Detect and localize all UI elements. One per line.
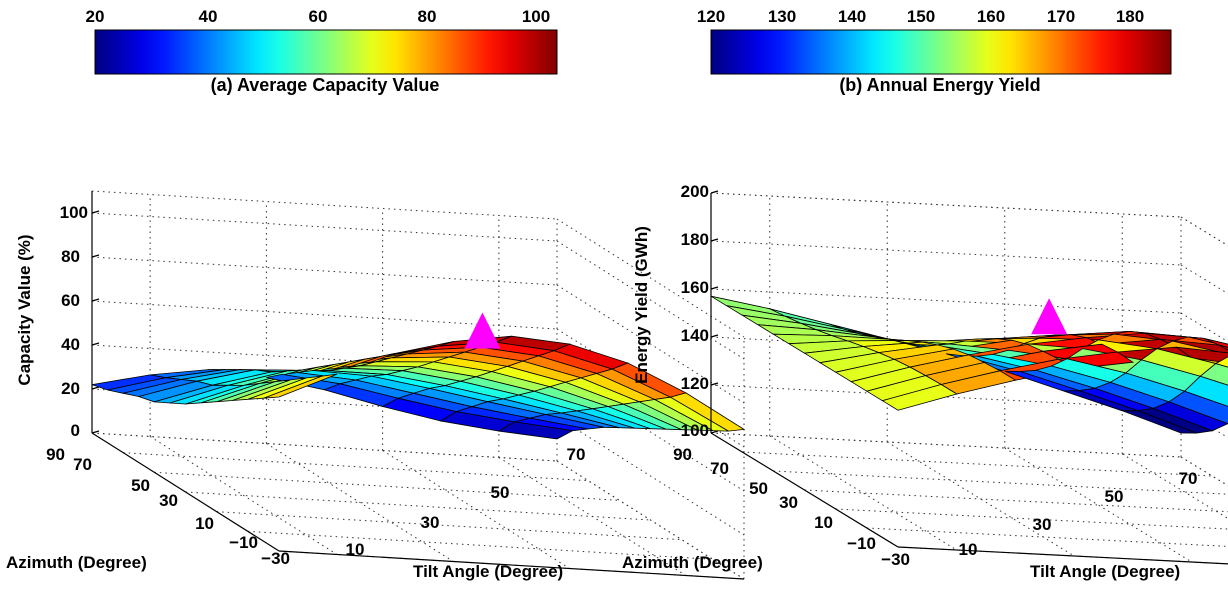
y-tick-b-m10: −10 [847,534,876,553]
z-tick-a-40: 40 [61,335,80,354]
x-tick-b-50: 50 [1105,487,1124,506]
x-tick-b-30: 30 [1033,515,1052,534]
z-axis-label-a: Capacity Value (%) [15,234,34,385]
left-grid-z-0 [92,433,557,461]
z-tick-mark-4 [92,255,99,257]
max-marker-b [1031,298,1067,334]
z-tick-b-160: 160 [681,278,709,297]
z-tick-a-0: 0 [71,421,80,440]
y-tick-a-30: 30 [159,491,178,510]
x-axis-label-b: Tilt Angle (Degree) [1030,562,1180,581]
left-grid-z-4 [711,241,1181,265]
panel-b: 120 130 140 150 160 170 180 (b) Annual E… [622,7,1228,581]
colorbar-a-tick-5: 100 [522,7,550,26]
z-tick-mark-1 [711,383,718,385]
chart-a-title: (a) Average Capacity Value [211,75,440,95]
y-tick-b-70: 70 [710,459,729,478]
x-tick-a-50: 50 [491,483,510,502]
z-tick-mark-3 [711,287,718,289]
axis-top-left-edge [711,193,1181,217]
y-tick-a-10: 10 [195,514,214,533]
floor-grid-az-2 [154,472,619,500]
z-tick-a-100: 100 [60,203,88,222]
z-tick-mark-4 [711,239,718,241]
colorbar-b-tick-6: 170 [1047,7,1075,26]
y-tick-a-50: 50 [131,476,150,495]
colorbar-a-tick-3: 60 [309,7,328,26]
floor-grid-az-3 [805,490,1228,514]
y-tick-a-90: 90 [46,445,65,464]
floor-grid-az-2 [773,471,1228,495]
x-tick-a-30: 30 [421,513,440,532]
z-tick-b-200: 200 [681,182,709,201]
z-tick-mark-5 [92,211,99,213]
chart-b-title: (b) Annual Energy Yield [839,75,1040,95]
z-tick-mark-0 [711,431,718,433]
colorbar-a-tick-4: 80 [418,7,437,26]
floor-grid-az-0 [92,433,557,461]
left-grid-z-0 [711,433,1181,457]
left-grid-z-3 [711,289,1181,313]
y-tick-b-90: 90 [673,445,692,464]
back-grid-z-5 [1181,217,1228,331]
y-tick-b-30: 30 [779,493,798,512]
colorbar-b-tick-2: 130 [768,7,796,26]
z-tick-mark-5 [711,191,718,193]
x-tick-a-70: 70 [567,445,586,464]
y-axis-line [711,433,898,547]
y-tick-a-70: 70 [73,455,92,474]
z-tick-mark-2 [711,335,718,337]
y-tick-a-m10: −10 [229,533,258,552]
colorbar-b: 120 130 140 150 160 170 180 [697,7,1171,74]
y-tick-b-50: 50 [749,479,768,498]
colorbar-b-tick-5: 160 [977,7,1005,26]
surface-b [711,296,1228,433]
z-tick-b-100: 100 [681,421,709,440]
z-tick-mark-3 [92,299,99,301]
colorbar-a-tick-2: 40 [199,7,218,26]
x-tick-b-10: 10 [959,540,978,559]
floor-grid-tilt-2 [383,451,570,569]
colorbar-b-tick-4: 150 [907,7,935,26]
z-tick-b-140: 140 [681,326,709,345]
x-axis-label-a: Tilt Angle (Degree) [413,562,563,581]
colorbar-b-tick-1: 120 [697,7,725,26]
floor-grid-az-4 [217,512,682,540]
z-tick-a-20: 20 [61,379,80,398]
y-tick-a-m30: −30 [261,549,290,568]
axis-top-back-edge [1181,217,1228,331]
z-tick-b-180: 180 [681,230,709,249]
colorbar-b-tick-3: 140 [838,7,866,26]
x-tick-b-70: 70 [1179,469,1198,488]
y-tick-b-10: 10 [814,513,833,532]
z-tick-a-60: 60 [61,291,80,310]
z-tick-mark-1 [92,387,99,389]
left-grid-z-4 [92,257,557,285]
x-tick-a-10: 10 [346,540,365,559]
floor-grid-az-0 [711,433,1181,457]
y-axis-label-b: Azimuth (Degree) [622,553,763,572]
y-tick-b-m30: −30 [881,550,910,569]
colorbar-a-gradient [95,30,557,74]
left-grid-z-5 [711,193,1181,217]
colorbar-b-gradient [711,30,1171,74]
floor-grid-tilt-2 [1005,448,1192,562]
z-tick-a-80: 80 [61,247,80,266]
max-marker-a [464,312,500,348]
z-axis-label-b: Energy Yield (GWh) [632,226,651,384]
axis-top-left-edge [92,191,557,219]
colorbar-b-tick-7: 180 [1116,7,1144,26]
floor-grid-az-1 [742,452,1212,476]
floor-grid-az-1 [123,453,588,481]
z-tick-mark-0 [92,431,99,433]
colorbar-a: 20 40 60 80 100 [86,7,557,74]
z-tick-mark-2 [92,343,99,345]
y-axis-label-a: Azimuth (Degree) [6,553,147,572]
left-grid-z-5 [92,213,557,241]
z-tick-b-120: 120 [681,374,709,393]
colorbar-a-tick-1: 20 [86,7,105,26]
floor-grid-az-3 [186,492,651,520]
